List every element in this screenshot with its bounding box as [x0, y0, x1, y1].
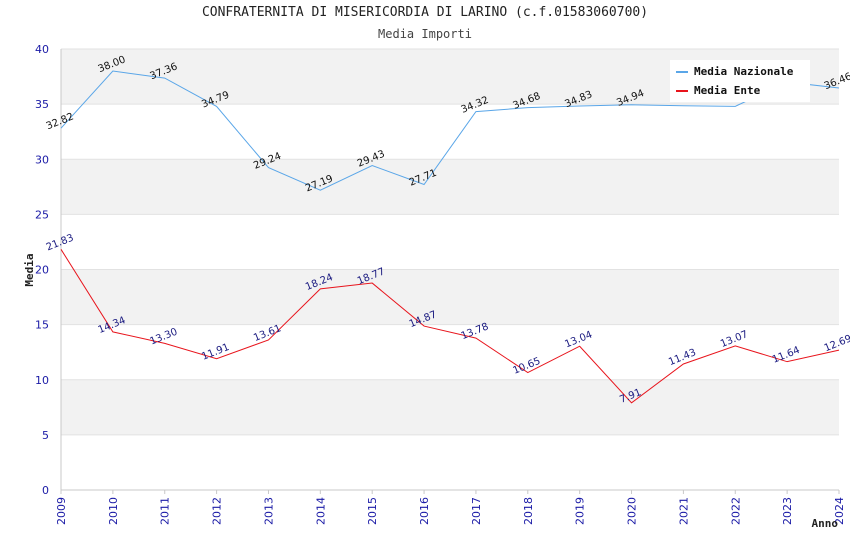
y-axis-label: Media [23, 253, 36, 286]
legend: Media Nazionale Media Ente [670, 60, 810, 102]
x-tick-label: 2015 [366, 497, 379, 525]
series-lines [60, 70, 840, 404]
legend-label-nazionale: Media Nazionale [694, 65, 794, 78]
series-line-ente [60, 249, 840, 404]
chart-subtitle: Media Importi [378, 27, 472, 41]
y-tick-label: 35 [35, 98, 49, 111]
x-tick-label: 2019 [574, 497, 587, 525]
grid-band [61, 379, 839, 435]
y-tick-label: 0 [42, 484, 49, 497]
x-tick-label: 2021 [677, 497, 690, 525]
x-tick-label: 2022 [729, 497, 742, 525]
x-tick-label: 2012 [211, 497, 224, 525]
x-tick-label: 2016 [418, 497, 431, 525]
x-tick-label: 2023 [781, 497, 794, 525]
x-tick-label: 2010 [107, 497, 120, 525]
x-tick-label: 2020 [626, 497, 639, 525]
legend-label-ente: Media Ente [694, 84, 761, 97]
y-tick-label: 40 [35, 43, 49, 56]
y-tick-label: 10 [35, 374, 49, 387]
grid-band [61, 269, 839, 325]
y-tick-label: 15 [35, 319, 49, 332]
x-tick-label: 2024 [833, 497, 846, 525]
y-tick-label: 30 [35, 153, 49, 166]
y-tick-label: 5 [42, 429, 49, 442]
background-bands [61, 48, 839, 491]
series-line-nazionale [60, 70, 840, 191]
grid-band [61, 434, 839, 490]
x-tick-label: 2018 [522, 497, 535, 525]
grid-band [61, 159, 839, 215]
x-tick-label: 2017 [470, 497, 483, 525]
grid-band [61, 214, 839, 270]
x-axis-label: Anno [812, 517, 839, 530]
legend-box [670, 60, 810, 102]
x-tick-label: 2014 [314, 497, 327, 525]
x-tick-label: 2009 [55, 497, 68, 525]
y-tick-label: 20 [35, 264, 49, 277]
grid-band [61, 104, 839, 160]
chart-title: CONFRATERNITA DI MISERICORDIA DI LARINO … [201, 5, 649, 20]
x-tick-label: 2013 [262, 497, 275, 525]
grid-band [61, 324, 839, 380]
axes: 0 5 10 15 20 25 30 35 40 2009 2010 2011 2012 2013 2014… [35, 43, 846, 525]
x-tick-label: 2011 [159, 497, 172, 525]
y-tick-label: 25 [35, 208, 49, 221]
